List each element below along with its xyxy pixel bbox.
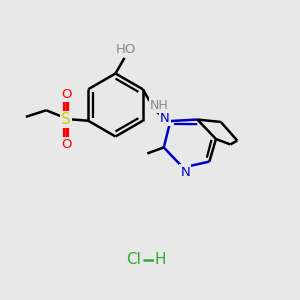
Text: N: N [160,112,170,125]
Text: Cl: Cl [126,252,141,267]
Text: O: O [61,138,71,151]
Text: NH: NH [150,99,168,112]
Text: HO: HO [116,43,136,56]
Text: S: S [61,112,71,127]
Text: H: H [155,252,166,267]
Text: O: O [61,88,71,100]
Text: N: N [181,166,190,178]
